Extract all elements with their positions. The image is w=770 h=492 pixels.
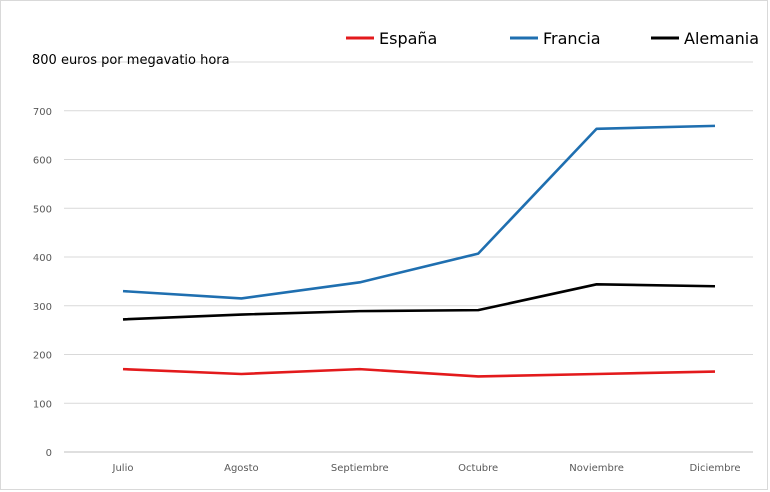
series-line-espana xyxy=(122,367,716,378)
legend-label-espana: España xyxy=(379,29,437,48)
y-axis-top-label: 800 euros por megavatio hora xyxy=(32,53,230,68)
legend-label-francia: Francia xyxy=(543,29,601,48)
y-tick-label: 500 xyxy=(33,204,52,215)
series-line-francia xyxy=(122,124,716,300)
y-tick-label: 400 xyxy=(33,253,52,264)
y-axis-ticks: 0 100 200 300 400 500 600 700 xyxy=(33,107,52,459)
series-line-alemania xyxy=(122,282,716,321)
gridlines xyxy=(64,61,753,453)
x-tick-label: Julio xyxy=(112,463,134,474)
y-tick-label: 0 xyxy=(46,448,52,459)
x-tick-label: Agosto xyxy=(224,463,259,474)
x-tick-label: Septiembre xyxy=(331,463,389,474)
x-axis-ticks: Julio Agosto Septiembre Octubre Noviembre Dic… xyxy=(112,463,741,474)
x-tick-label: Noviembre xyxy=(569,463,624,474)
legend: España Francia Alemania xyxy=(346,29,759,48)
legend-label-alemania: Alemania xyxy=(684,29,759,48)
x-tick-label: Diciembre xyxy=(689,463,740,474)
y-tick-label: 200 xyxy=(33,351,52,362)
y-tick-label: 700 xyxy=(33,107,52,118)
y-tick-label: 600 xyxy=(33,156,52,167)
series-lines xyxy=(122,124,716,378)
y-tick-label: 100 xyxy=(33,399,52,410)
x-tick-label: Octubre xyxy=(458,463,498,474)
y-tick-label: 300 xyxy=(33,302,52,313)
